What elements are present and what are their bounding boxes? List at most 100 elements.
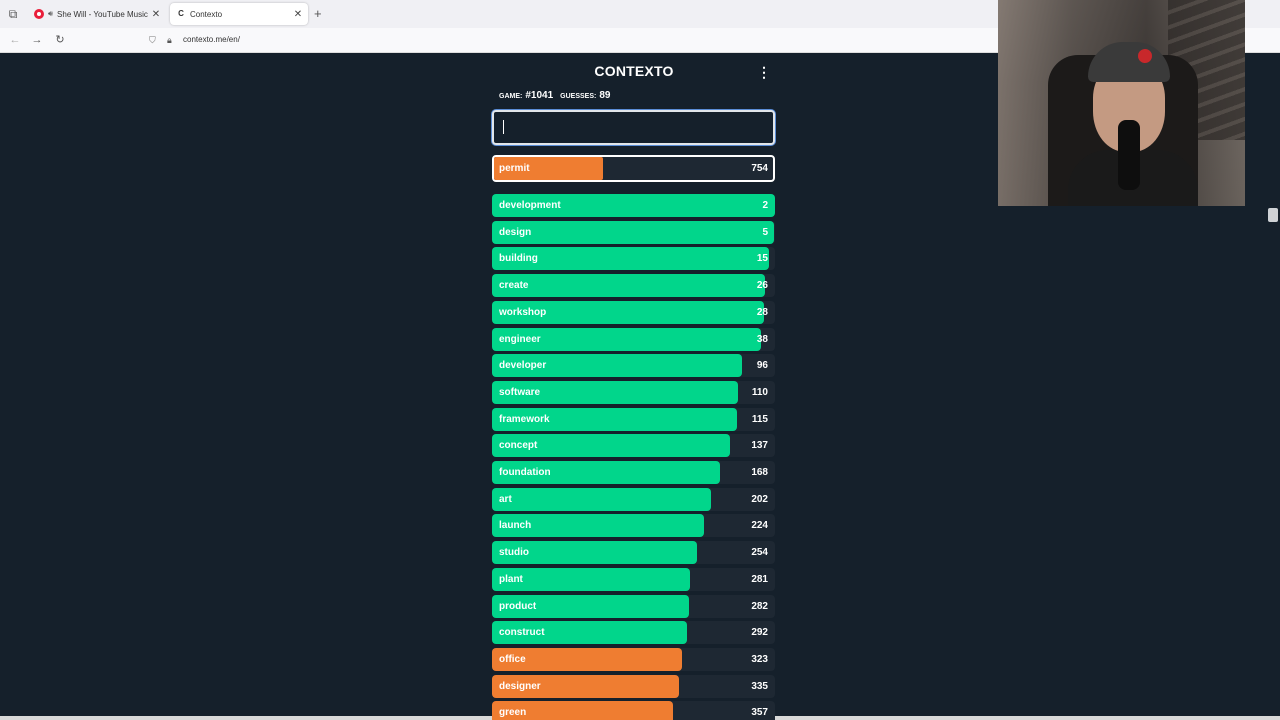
guess-word: software — [499, 386, 541, 398]
guess-rank: 254 — [751, 547, 768, 559]
close-tab-icon[interactable]: ✕ — [293, 8, 303, 20]
text-cursor — [503, 120, 504, 134]
forward-icon[interactable]: → — [31, 34, 43, 46]
guess-rank: 357 — [751, 707, 768, 719]
more-menu-icon[interactable]: ⋮ — [757, 64, 771, 80]
guess-row: concept 137 — [492, 434, 775, 458]
tab-youtube-music[interactable]: 🔊︎ She Will - YouTube Music ✕ — [28, 3, 166, 25]
tab-title: Contexto — [190, 9, 223, 19]
back-icon[interactable]: ← — [9, 34, 21, 46]
guess-rank: 115 — [751, 413, 768, 425]
guess-row: workshop 28 — [492, 300, 775, 324]
guess-row: design 5 — [492, 220, 775, 244]
tab-overview-icon[interactable]: ⧉ — [8, 7, 18, 21]
similarity-bar — [492, 701, 673, 720]
similarity-bar — [492, 274, 765, 298]
guess-rank: 335 — [751, 680, 768, 692]
guess-input[interactable] — [492, 110, 775, 145]
guess-row: engineer 38 — [492, 327, 775, 351]
audio-playing-icon[interactable]: 🔊︎ — [48, 9, 54, 18]
guess-word: workshop — [499, 306, 547, 318]
guess-rank: 110 — [751, 386, 768, 398]
new-tab-icon[interactable]: + — [314, 6, 322, 21]
similarity-bar — [492, 407, 737, 431]
guess-row: studio 254 — [492, 541, 775, 565]
webcam-overlay — [998, 0, 1245, 206]
reload-icon[interactable]: ↻ — [55, 34, 65, 46]
guess-rank: 96 — [756, 360, 768, 372]
similarity-bar — [494, 157, 603, 180]
similarity-bar — [492, 220, 774, 244]
similarity-bar — [492, 380, 738, 404]
guess-row: launch 224 — [492, 514, 775, 538]
guess-row: product 282 — [492, 594, 775, 618]
guess-rank: 26 — [756, 280, 768, 292]
similarity-bar — [492, 434, 730, 458]
guess-row: software 110 — [492, 380, 775, 404]
tab-contexto[interactable]: C Contexto ✕ — [170, 3, 308, 25]
guess-word: concept — [499, 440, 538, 452]
guess-word: developer — [499, 360, 547, 372]
guess-rank: 754 — [751, 163, 768, 174]
guess-row: plant 281 — [492, 567, 775, 591]
guess-row: development 2 — [492, 194, 775, 217]
guess-row: framework 115 — [492, 407, 775, 431]
tab-title: She Will - YouTube Music — [57, 9, 148, 19]
similarity-bar — [492, 194, 775, 217]
guesses-count: 89 — [599, 90, 611, 101]
similarity-bar — [492, 247, 769, 271]
game-label: GAME: — [499, 93, 523, 100]
guess-word: launch — [499, 520, 532, 532]
similarity-bar — [492, 647, 682, 671]
guess-rank: 281 — [751, 573, 768, 585]
guess-word: art — [499, 493, 512, 505]
guess-word: engineer — [499, 333, 541, 345]
guess-row: construct 292 — [492, 621, 775, 645]
guess-row: developer 96 — [492, 354, 775, 378]
game-number: #1041 — [525, 90, 554, 101]
guess-rank: 224 — [751, 520, 768, 532]
guess-row: green 357 — [492, 701, 775, 720]
close-tab-icon[interactable]: ✕ — [151, 8, 161, 20]
similarity-bar — [492, 327, 761, 351]
guess-word: construct — [499, 627, 545, 639]
game-info: GAME: #1041 GUESSES: 89 — [499, 90, 617, 101]
guess-word: development — [499, 200, 561, 211]
guess-word: green — [499, 707, 527, 719]
guess-word: building — [499, 253, 538, 265]
guess-row: designer 335 — [492, 674, 775, 698]
guess-word: permit — [499, 163, 530, 174]
address-bar[interactable]: contexto.me/en/ — [183, 35, 240, 44]
similarity-bar — [492, 487, 711, 511]
guess-word: foundation — [499, 467, 551, 478]
guess-rank: 5 — [762, 226, 768, 238]
youtube-music-icon — [34, 9, 44, 19]
scrollbar-thumb[interactable] — [1268, 208, 1278, 222]
guesses-label: GUESSES: — [560, 93, 597, 100]
guess-rank: 38 — [756, 333, 768, 345]
guess-rank: 2 — [762, 200, 768, 211]
guess-word: product — [499, 600, 537, 612]
guess-word: designer — [499, 680, 541, 692]
similarity-bar — [492, 514, 704, 538]
guess-rank: 168 — [751, 467, 768, 478]
similarity-bar — [492, 567, 690, 591]
guess-word: design — [499, 226, 532, 238]
similarity-bar — [492, 594, 689, 618]
tracking-shield-icon[interactable]: ⛉ — [149, 35, 156, 45]
similarity-bar — [492, 461, 720, 484]
guess-rank: 137 — [751, 440, 768, 452]
guess-row: building 15 — [492, 247, 775, 271]
guess-rank: 292 — [751, 627, 768, 639]
contexto-favicon: C — [178, 9, 184, 18]
guess-rank: 323 — [751, 653, 768, 665]
guess-rank: 202 — [751, 493, 768, 505]
guess-word: create — [499, 280, 529, 292]
guess-word: studio — [499, 547, 529, 559]
lock-icon[interactable]: 🔒︎ — [167, 35, 172, 45]
similarity-bar — [492, 621, 687, 645]
guess-rank: 282 — [751, 600, 768, 612]
current-guess-row: permit 754 — [492, 155, 775, 182]
similarity-bar — [492, 300, 764, 324]
page-scrollbar[interactable] — [1266, 206, 1280, 720]
